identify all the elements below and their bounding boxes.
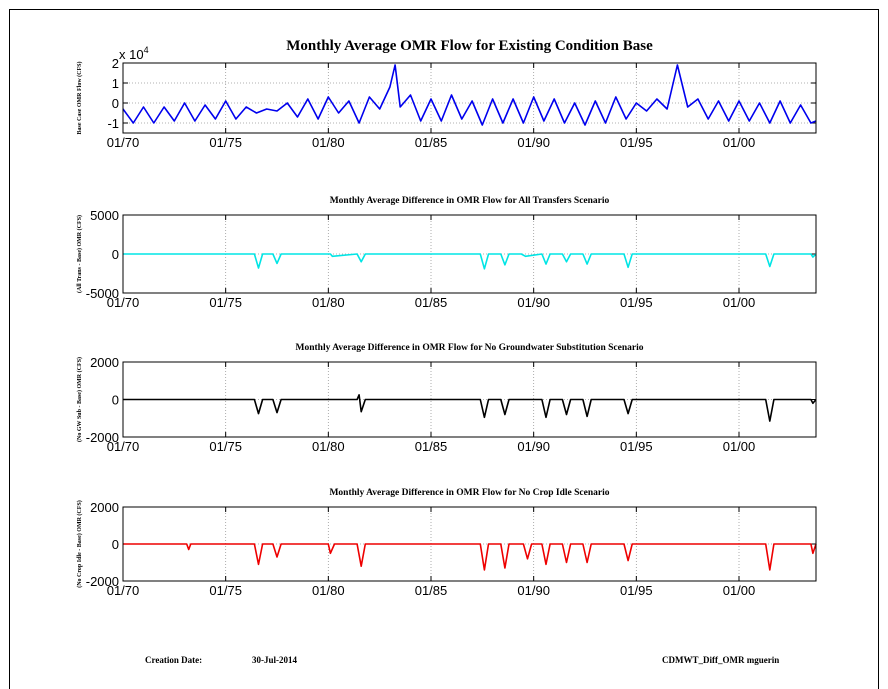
x-tick-label: 01/70 bbox=[107, 135, 140, 150]
y-tick-label: 0 bbox=[112, 247, 119, 262]
y-axis-label: (No GW Sub - Base) OMR (CFS) bbox=[76, 357, 83, 442]
x-tick-label: 01/95 bbox=[620, 295, 653, 310]
x-tick-label: 01/70 bbox=[107, 439, 140, 454]
y-tick-label: 2000 bbox=[90, 500, 119, 515]
chart-panel-3: Monthly Average Difference in OMR Flow f… bbox=[76, 343, 817, 454]
chart-title: Monthly Average Difference in OMR Flow f… bbox=[296, 343, 644, 353]
y-tick-label: 0 bbox=[112, 96, 119, 111]
y-tick-label: 5000 bbox=[90, 208, 119, 223]
x-tick-label: 01/90 bbox=[517, 295, 550, 310]
y-axis-label: (All Trans - Base) OMR (CFS) bbox=[76, 215, 83, 293]
series-line-1 bbox=[122, 64, 817, 126]
creation-date-value: 30-Jul-2014 bbox=[252, 655, 297, 665]
x-tick-label: 01/95 bbox=[620, 135, 653, 150]
plot-frame bbox=[122, 361, 817, 438]
x-tick-label: 01/85 bbox=[415, 439, 448, 454]
y-exponent-label: x 104 bbox=[119, 45, 149, 62]
y-tick-label: -2000 bbox=[86, 574, 119, 589]
x-tick-label: 01/00 bbox=[723, 135, 756, 150]
chart-title: Monthly Average OMR Flow for Existing Co… bbox=[286, 38, 653, 54]
series-line-1 bbox=[123, 543, 817, 571]
x-tick-label: 01/00 bbox=[723, 295, 756, 310]
x-tick-label: 01/00 bbox=[723, 439, 756, 454]
y-exponent-power: 4 bbox=[144, 45, 149, 55]
x-tick-label: 01/70 bbox=[107, 295, 140, 310]
y-axis-label: (No Crop Idle - Base) OMR (CFS) bbox=[76, 500, 83, 588]
x-tick-label: 01/85 bbox=[415, 583, 448, 598]
plot-frame bbox=[122, 62, 817, 134]
y-tick-label: 2000 bbox=[90, 355, 119, 370]
page-frame bbox=[9, 9, 879, 689]
x-tick-label: 01/75 bbox=[209, 295, 242, 310]
y-tick-label: -5000 bbox=[86, 286, 119, 301]
x-tick-label: 01/85 bbox=[415, 295, 448, 310]
x-tick-label: 01/80 bbox=[312, 439, 345, 454]
x-tick-label: 01/75 bbox=[209, 439, 242, 454]
chart-title: Monthly Average Difference in OMR Flow f… bbox=[329, 488, 609, 498]
series-line-1 bbox=[123, 253, 817, 270]
x-tick-label: 01/95 bbox=[620, 583, 653, 598]
chart-panel-1: Monthly Average OMR Flow for Existing Co… bbox=[76, 38, 817, 150]
x-tick-label: 01/00 bbox=[723, 583, 756, 598]
x-tick-label: 01/80 bbox=[312, 295, 345, 310]
y-tick-label: 1 bbox=[112, 76, 119, 91]
y-axis-label: Base Case OMR Flow (CFS) bbox=[76, 62, 83, 135]
y-tick-label: -1 bbox=[107, 116, 119, 131]
series-line-1 bbox=[123, 393, 817, 422]
y-tick-label: -2000 bbox=[86, 430, 119, 445]
x-tick-label: 01/70 bbox=[107, 583, 140, 598]
y-tick-label: 2 bbox=[112, 56, 119, 71]
chart-panel-4: Monthly Average Difference in OMR Flow f… bbox=[76, 488, 817, 598]
x-tick-label: 01/80 bbox=[312, 135, 345, 150]
x-tick-label: 01/75 bbox=[209, 583, 242, 598]
chart-title: Monthly Average Difference in OMR Flow f… bbox=[330, 196, 610, 206]
x-tick-label: 01/95 bbox=[620, 439, 653, 454]
x-tick-label: 01/90 bbox=[517, 439, 550, 454]
x-tick-label: 01/90 bbox=[517, 583, 550, 598]
x-tick-label: 01/75 bbox=[209, 135, 242, 150]
x-tick-label: 01/80 bbox=[312, 583, 345, 598]
y-tick-label: 0 bbox=[112, 537, 119, 552]
creation-date-label: Creation Date: bbox=[145, 655, 203, 665]
plot-frame bbox=[122, 506, 817, 582]
x-tick-label: 01/90 bbox=[517, 135, 550, 150]
chart-panel-2: Monthly Average Difference in OMR Flow f… bbox=[76, 196, 817, 310]
file-tag: CDMWT_Diff_OMR mguerin bbox=[662, 655, 780, 665]
plot-frame bbox=[122, 214, 817, 294]
x-tick-label: 01/85 bbox=[415, 135, 448, 150]
figure: Monthly Average OMR Flow for Existing Co… bbox=[76, 38, 817, 598]
y-tick-label: 0 bbox=[112, 393, 119, 408]
